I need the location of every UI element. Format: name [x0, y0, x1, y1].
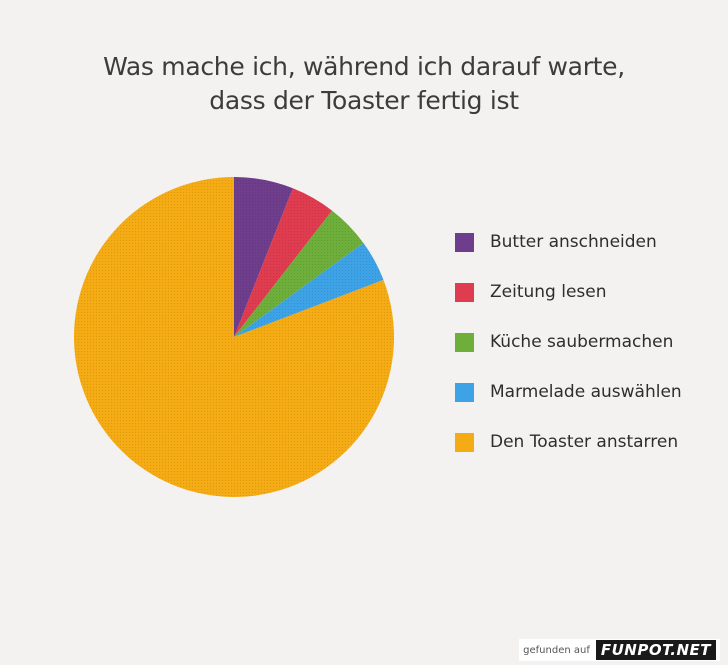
legend-swatch-marmelade: [455, 383, 474, 402]
legend-label-marmelade: Marmelade auswählen: [490, 382, 682, 402]
legend-swatch-toaster: [455, 433, 474, 452]
watermark-logo: FUNPOT.NET: [595, 640, 716, 660]
legend-label-zeitung: Zeitung lesen: [490, 282, 607, 302]
chart-title-line-2: dass der Toaster fertig ist: [209, 86, 519, 115]
chart-title: Was mache ich, während ich darauf warte,…: [0, 50, 728, 118]
watermark-prefix: gefunden auf: [523, 644, 590, 656]
legend-swatch-zeitung: [455, 283, 474, 302]
watermark-footer: gefunden auf FUNPOT.NET: [519, 639, 720, 661]
legend-label-kueche: Küche saubermachen: [490, 332, 674, 352]
legend-label-toaster: Den Toaster anstarren: [490, 432, 679, 452]
legend-label-butter: Butter anschneiden: [490, 232, 657, 252]
pie-texture: [74, 177, 394, 497]
legend-swatch-butter: [455, 233, 474, 252]
chart-title-line-1: Was mache ich, während ich darauf warte,: [103, 52, 625, 81]
legend-swatch-kueche: [455, 333, 474, 352]
